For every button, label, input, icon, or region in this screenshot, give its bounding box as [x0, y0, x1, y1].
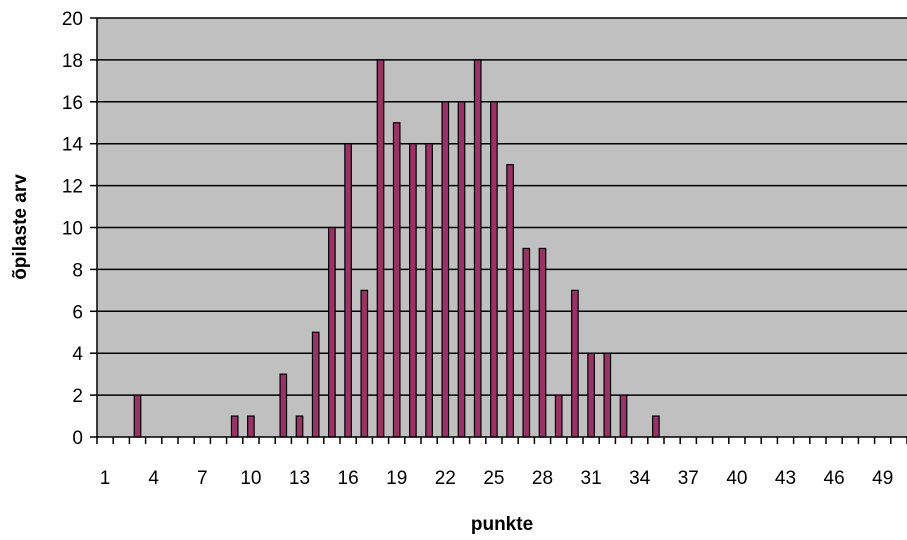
bar	[230, 415, 239, 438]
y-tick-label: 8	[72, 260, 83, 281]
y-tick-label: 14	[62, 135, 84, 156]
x-tick-label: 43	[775, 468, 796, 489]
bar	[619, 394, 628, 438]
gridlines	[97, 17, 907, 396]
y-tick-label: 6	[72, 302, 83, 323]
bar	[473, 59, 482, 438]
x-tick-label: 25	[483, 468, 504, 489]
bar	[133, 394, 142, 438]
y-tick-label: 20	[62, 9, 83, 30]
x-axis-ticks: 1 4 7 10 13 16 19 22 25 28 31 34 37 40 43 46 49	[96, 437, 907, 489]
y-tick-label: 10	[62, 219, 83, 240]
y-axis-ticks: 0 2 4 6 8 10 12 14 16 18 20	[62, 9, 97, 449]
bar	[506, 164, 514, 438]
bar	[279, 373, 288, 438]
bar	[522, 247, 531, 438]
bar	[538, 247, 547, 438]
bar	[376, 59, 385, 438]
x-tick-label: 22	[435, 468, 456, 489]
bar	[603, 352, 612, 438]
bar	[344, 143, 352, 438]
x-tick-label: 10	[240, 468, 261, 489]
x-tick-label: 46	[824, 468, 845, 489]
bar	[311, 331, 320, 438]
x-tick-label: 19	[386, 468, 407, 489]
x-tick-label: 40	[726, 468, 747, 489]
x-tick-label: 16	[338, 468, 359, 489]
y-tick-label: 18	[62, 51, 83, 72]
bar	[328, 226, 336, 438]
y-tick-label: 12	[62, 177, 83, 198]
y-axis-title: õpilaste arv	[10, 174, 31, 280]
bar	[652, 415, 660, 438]
x-tick-label: 13	[289, 468, 310, 489]
bar	[247, 415, 255, 438]
x-tick-label: 4	[148, 468, 159, 489]
x-tick-label: 49	[872, 468, 893, 489]
bar	[392, 122, 401, 438]
x-axis-title: punkte	[471, 514, 533, 535]
bar	[409, 143, 417, 438]
bar	[295, 415, 304, 438]
x-tick-label: 1	[100, 468, 111, 489]
bar	[425, 143, 433, 438]
y-tick-label: 4	[72, 344, 83, 365]
x-tick-label: 28	[532, 468, 553, 489]
y-tick-label: 2	[72, 386, 83, 407]
x-tick-label: 7	[197, 468, 208, 489]
bar	[441, 101, 450, 438]
y-tick-label: 16	[62, 93, 83, 114]
bar	[490, 101, 498, 438]
x-tick-label: 34	[629, 468, 651, 489]
bar	[554, 394, 563, 438]
bar	[360, 289, 369, 438]
x-tick-label: 37	[678, 468, 699, 489]
x-tick-label: 31	[581, 468, 602, 489]
bar	[587, 352, 595, 438]
bar	[571, 289, 579, 438]
bar	[457, 101, 466, 438]
y-tick-label: 0	[72, 428, 83, 449]
